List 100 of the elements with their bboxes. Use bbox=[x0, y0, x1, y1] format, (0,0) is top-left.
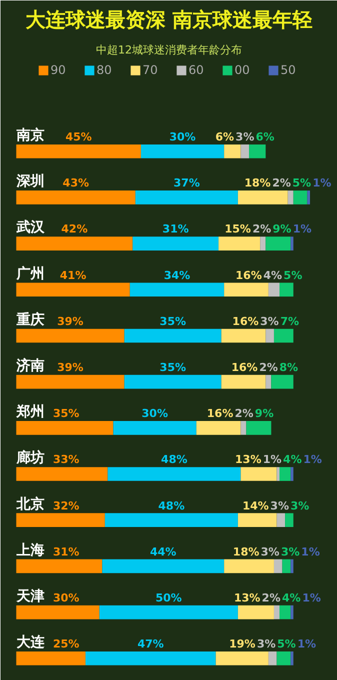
legend-label: 50 bbox=[280, 63, 297, 77]
data-label: 34% bbox=[164, 268, 190, 282]
bar bbox=[16, 374, 124, 389]
bar bbox=[16, 190, 136, 204]
data-label: 16% bbox=[206, 407, 234, 420]
data-label: 3% bbox=[280, 545, 300, 558]
data-label: 3% bbox=[256, 638, 276, 651]
data-label: 3% bbox=[290, 499, 310, 512]
bar bbox=[124, 328, 222, 343]
data-label: 44% bbox=[150, 545, 176, 558]
y-tick-label: 深圳 bbox=[15, 174, 44, 190]
data-label: 43% bbox=[62, 176, 90, 190]
bar bbox=[135, 190, 238, 204]
data-label: 2% bbox=[234, 407, 254, 420]
bar bbox=[290, 559, 294, 574]
data-label: 8% bbox=[279, 360, 298, 374]
data-label: 31% bbox=[52, 545, 80, 558]
data-label: 1% bbox=[297, 638, 316, 651]
data-label: 3% bbox=[236, 130, 254, 144]
bar bbox=[224, 559, 274, 574]
bar bbox=[140, 144, 224, 158]
bar bbox=[260, 236, 266, 250]
data-label: 47% bbox=[137, 638, 164, 651]
y-tick-label: 广州 bbox=[15, 264, 44, 282]
data-label: 2% bbox=[259, 360, 278, 374]
data-label: 35% bbox=[160, 314, 186, 328]
bar bbox=[280, 467, 291, 481]
data-label: 5% bbox=[292, 176, 312, 190]
data-label: 35% bbox=[52, 407, 80, 420]
bar bbox=[307, 190, 310, 204]
data-label: 1% bbox=[303, 453, 322, 466]
chart-subtitle: 中超12城球迷消费者年龄分布 bbox=[96, 44, 242, 56]
y-tick-label: 天津 bbox=[15, 588, 44, 604]
data-label: 2% bbox=[252, 222, 272, 236]
bar bbox=[224, 282, 268, 297]
data-label: 5% bbox=[277, 638, 296, 651]
data-label: 25% bbox=[52, 638, 80, 651]
legend-label: 60 bbox=[188, 63, 205, 77]
chart-title: 大连球迷最资深 南京球迷最年轻 bbox=[26, 8, 312, 32]
bar bbox=[290, 236, 294, 250]
bar bbox=[266, 374, 272, 389]
bar bbox=[240, 421, 246, 435]
data-label: 1% bbox=[302, 591, 321, 604]
bar bbox=[290, 651, 294, 666]
data-label: 14% bbox=[242, 499, 269, 512]
bar bbox=[16, 236, 133, 250]
data-label: 41% bbox=[60, 268, 86, 282]
legend-label: 70 bbox=[142, 63, 159, 77]
bar bbox=[221, 328, 266, 343]
data-label: 9% bbox=[272, 222, 292, 236]
data-label: 6% bbox=[256, 130, 274, 144]
bar bbox=[290, 467, 294, 481]
data-label: 3% bbox=[260, 314, 279, 328]
data-label: 1% bbox=[301, 545, 320, 558]
y-tick-label: 廊坊 bbox=[15, 449, 44, 466]
y-tick-label: 北京 bbox=[15, 495, 44, 512]
data-label: 4% bbox=[282, 591, 301, 604]
y-tick-label: 郑州 bbox=[15, 404, 44, 420]
data-label: 16% bbox=[232, 314, 259, 328]
bar bbox=[238, 513, 277, 528]
data-label: 6% bbox=[215, 130, 234, 144]
bar bbox=[280, 605, 291, 620]
bar bbox=[290, 605, 294, 620]
bar bbox=[238, 605, 274, 620]
bar bbox=[86, 651, 216, 666]
data-label: 13% bbox=[235, 453, 262, 466]
data-label: 16% bbox=[236, 268, 262, 282]
bar bbox=[276, 651, 291, 666]
bar bbox=[104, 513, 238, 528]
y-tick-label: 济南 bbox=[15, 356, 44, 374]
bar bbox=[240, 144, 250, 158]
data-label: 48% bbox=[161, 453, 188, 466]
bar bbox=[16, 513, 105, 528]
bar bbox=[266, 328, 274, 343]
data-label: 9% bbox=[254, 407, 274, 420]
bar bbox=[16, 559, 102, 574]
data-label: 2% bbox=[272, 176, 291, 190]
bar bbox=[132, 236, 219, 250]
data-label: 3% bbox=[270, 499, 289, 512]
bar bbox=[108, 467, 241, 481]
bar bbox=[282, 559, 291, 574]
data-label: 16% bbox=[231, 360, 258, 374]
bar bbox=[113, 421, 196, 435]
data-label: 18% bbox=[232, 545, 260, 558]
bar bbox=[16, 144, 141, 158]
bar bbox=[16, 282, 130, 297]
data-label: 30% bbox=[52, 591, 80, 604]
data-label: 32% bbox=[52, 499, 80, 512]
data-label: 7% bbox=[280, 314, 300, 328]
bar bbox=[16, 651, 86, 666]
data-label: 15% bbox=[224, 222, 251, 236]
bar bbox=[268, 282, 280, 297]
bar bbox=[266, 236, 291, 250]
data-label: 50% bbox=[156, 591, 182, 604]
bar bbox=[268, 651, 277, 666]
bar bbox=[288, 190, 294, 204]
data-label: 1% bbox=[292, 222, 312, 236]
bar bbox=[16, 605, 100, 620]
data-label: 3% bbox=[260, 545, 280, 558]
bar bbox=[16, 328, 124, 343]
